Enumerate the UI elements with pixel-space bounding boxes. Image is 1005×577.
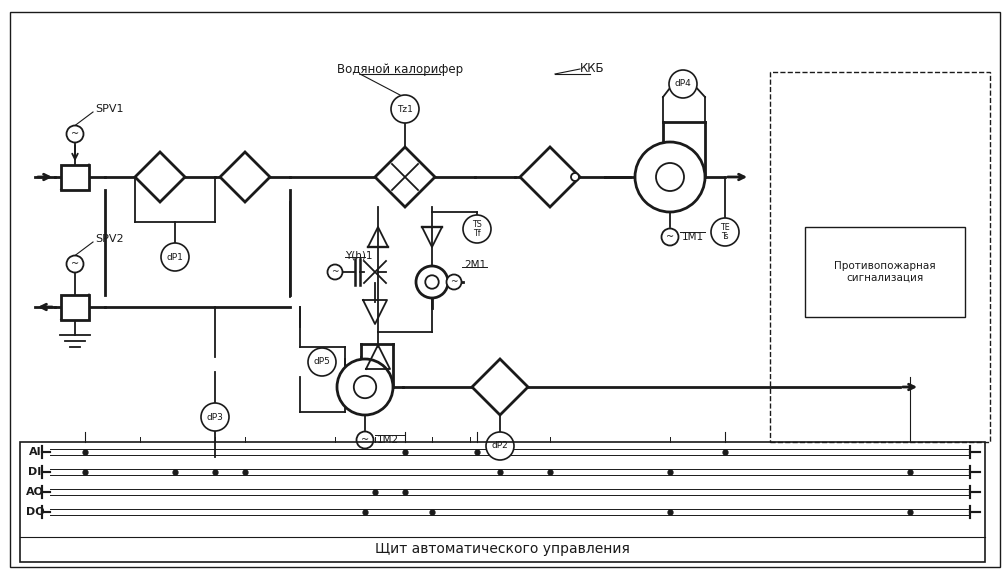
Text: 2M1: 2M1 <box>464 260 486 270</box>
Text: dP4: dP4 <box>674 80 691 88</box>
Text: Y(h)1: Y(h)1 <box>345 250 373 260</box>
Text: TS
Tf: TS Tf <box>472 220 482 238</box>
Text: 1M1: 1M1 <box>682 232 705 242</box>
Circle shape <box>66 256 83 272</box>
Text: ~: ~ <box>71 259 79 269</box>
Circle shape <box>486 432 514 460</box>
Polygon shape <box>472 359 528 415</box>
Text: Противопожарная
сигнализация: Противопожарная сигнализация <box>834 261 936 283</box>
Circle shape <box>446 275 461 290</box>
Text: ~: ~ <box>361 435 369 445</box>
Circle shape <box>66 126 83 143</box>
Text: Tz1: Tz1 <box>397 104 413 114</box>
Text: ~: ~ <box>71 129 79 139</box>
Circle shape <box>308 348 336 376</box>
Text: SPV1: SPV1 <box>95 104 124 114</box>
Text: ~: ~ <box>666 232 674 242</box>
Circle shape <box>391 95 419 123</box>
Text: DI: DI <box>28 467 41 477</box>
Text: AO: AO <box>26 487 44 497</box>
Text: dP5: dP5 <box>314 358 331 366</box>
Polygon shape <box>520 147 580 207</box>
Circle shape <box>161 243 189 271</box>
Circle shape <box>711 218 739 246</box>
Text: DO: DO <box>26 507 44 517</box>
Circle shape <box>357 432 374 448</box>
Bar <box>61 164 89 189</box>
Text: SPV2: SPV2 <box>95 234 124 244</box>
Text: dP1: dP1 <box>167 253 184 261</box>
Text: dP3: dP3 <box>207 413 223 422</box>
Polygon shape <box>135 152 185 202</box>
Circle shape <box>328 264 343 279</box>
Text: Водяной калорифер: Водяной калорифер <box>337 62 463 76</box>
Text: TE
Ts: TE Ts <box>721 223 730 241</box>
Text: 1M2: 1M2 <box>377 435 399 445</box>
Circle shape <box>201 403 229 431</box>
Circle shape <box>337 359 393 415</box>
Text: ~: ~ <box>332 268 339 276</box>
Text: dP2: dP2 <box>491 441 509 451</box>
Circle shape <box>661 228 678 245</box>
Bar <box>61 294 89 320</box>
Circle shape <box>463 215 491 243</box>
Text: AI: AI <box>29 447 41 457</box>
Bar <box>770 72 990 442</box>
Circle shape <box>635 142 705 212</box>
Polygon shape <box>220 152 270 202</box>
Text: ~: ~ <box>450 278 457 287</box>
Circle shape <box>416 266 448 298</box>
Polygon shape <box>375 147 435 207</box>
Circle shape <box>669 70 697 98</box>
Circle shape <box>571 173 579 181</box>
Bar <box>805 227 965 317</box>
Text: Щит автоматического управления: Щит автоматического управления <box>375 542 630 556</box>
Bar <box>20 442 985 562</box>
Text: ККБ: ККБ <box>580 62 605 76</box>
